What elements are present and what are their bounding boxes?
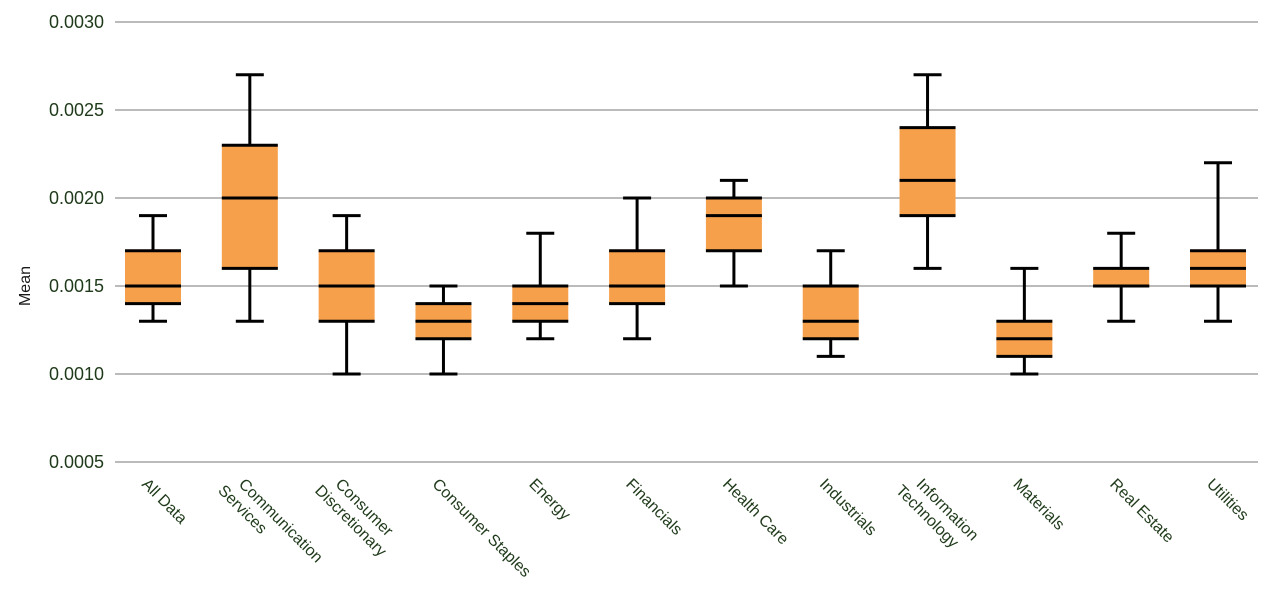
box-2	[318, 214, 375, 376]
x-tick-label: Industrials	[816, 476, 880, 540]
y-axis-tick-labels: 0.0005 0.0010 0.0015 0.0020 0.0025 0.0030	[49, 12, 104, 472]
x-tick-label-line: Materials	[1010, 476, 1068, 534]
x-tick-label-line: Consumer Staples	[429, 476, 534, 581]
y-tick-label: 0.0020	[49, 188, 104, 208]
x-tick-label: Health Care	[719, 476, 791, 548]
y-tick-label: 0.0030	[49, 12, 104, 32]
y-tick-label: 0.0010	[49, 364, 104, 384]
box-4	[512, 231, 569, 341]
gridlines	[115, 21, 1258, 463]
x-tick-label: All Data	[138, 476, 190, 528]
box-1	[221, 73, 278, 323]
iqr-box	[1093, 268, 1150, 286]
x-tick-label: ConsumerDiscretionary	[311, 469, 402, 560]
x-tick-label: Financials	[622, 476, 685, 539]
x-tick-label-line: Health Care	[719, 476, 791, 548]
x-tick-label-line: All Data	[138, 476, 190, 528]
box-0	[125, 214, 181, 323]
x-tick-label: Consumer Staples	[429, 476, 534, 581]
x-tick-label: Energy	[525, 476, 573, 524]
y-axis-title: Mean	[17, 266, 34, 306]
y-tick-label: 0.0015	[49, 276, 104, 296]
iqr-box	[609, 250, 666, 304]
x-tick-label-line: Financials	[622, 476, 685, 539]
iqr-box	[125, 250, 181, 304]
y-tick-label: 0.0005	[49, 452, 104, 472]
box-9	[996, 266, 1053, 376]
box-6	[705, 178, 762, 288]
x-tick-label: Real Estate	[1106, 476, 1177, 547]
x-tick-label: CommunicationServices	[214, 469, 325, 580]
x-tick-label: Materials	[1010, 476, 1068, 534]
box-11	[1190, 161, 1246, 323]
x-tick-label-line: Energy	[525, 476, 573, 524]
iqr-box	[705, 198, 762, 251]
x-tick-label-line: Industrials	[816, 476, 880, 540]
x-tick-label: Utilities	[1203, 476, 1251, 524]
boxes	[125, 73, 1246, 376]
box-10	[1093, 231, 1150, 323]
box-8	[899, 73, 956, 270]
box-7	[802, 249, 859, 358]
x-tick-label: InformationTechnology	[892, 469, 981, 558]
box-5	[609, 196, 666, 341]
x-tick-label-line: Utilities	[1203, 476, 1251, 524]
box-3	[415, 284, 472, 376]
iqr-box	[899, 127, 956, 216]
x-axis-category-labels: All Data CommunicationServices ConsumerDis…	[138, 469, 1251, 581]
x-tick-label-line: Real Estate	[1106, 476, 1177, 547]
y-tick-label: 0.0025	[49, 100, 104, 120]
iqr-box	[221, 145, 278, 269]
iqr-box	[802, 286, 859, 339]
